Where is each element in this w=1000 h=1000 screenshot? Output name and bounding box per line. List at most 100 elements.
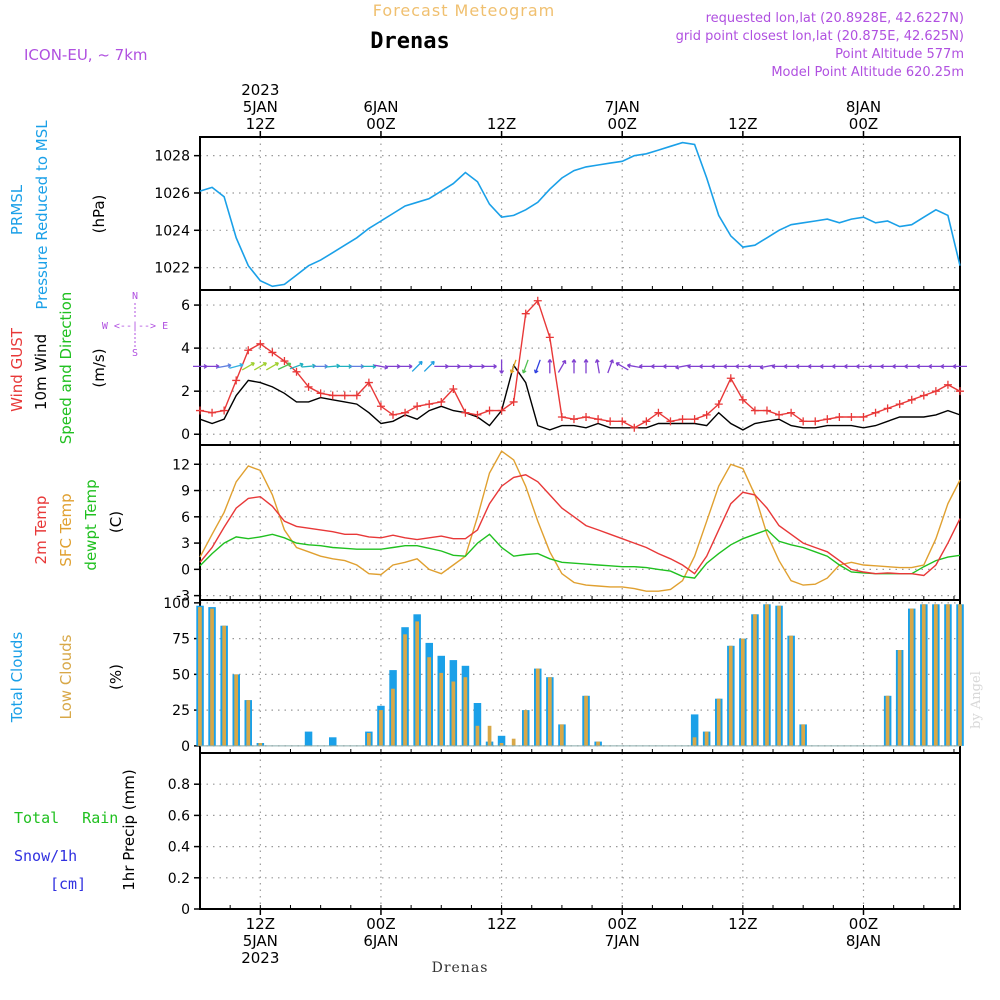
wind-direction-arrow xyxy=(783,363,799,369)
wind-direction-arrow xyxy=(557,359,567,373)
temperature-axis-labels: 2m Temp SFC Temp dewpt Temp (C) xyxy=(32,479,125,570)
pressure-msl-label: Pressure Reduced to MSL xyxy=(33,120,51,310)
top-time-label: 00Z xyxy=(366,115,395,133)
low-cloud-bar xyxy=(475,725,480,746)
wind-speed-line xyxy=(199,363,961,431)
wind-gust-marker xyxy=(328,391,337,400)
wind-gust-marker xyxy=(943,380,952,389)
wind-gust-marker xyxy=(196,406,204,415)
y-tick-label: 12 xyxy=(172,457,190,473)
low-cloud-bar xyxy=(198,607,202,746)
wind-direction-arrow xyxy=(856,363,871,369)
y-tick-label: 0.4 xyxy=(168,840,190,856)
wind-direction-arrow xyxy=(747,363,762,369)
wind-gust-marker xyxy=(919,391,928,400)
low-cloud-bar xyxy=(523,710,528,746)
compass-south: S xyxy=(132,348,138,359)
low-cloud-bar xyxy=(403,634,407,746)
top-time-label: 6JAN xyxy=(363,98,398,116)
clouds-unit: (%) xyxy=(107,664,125,690)
total-cloud-bar xyxy=(329,737,337,746)
panel-pressure: 1022 1024 1026 1028 xyxy=(154,136,961,291)
y-tick-label: 2 xyxy=(181,384,190,400)
low-cloud-bar xyxy=(487,725,492,746)
wind-series xyxy=(193,296,967,432)
low-cloud-bar xyxy=(535,668,540,746)
wind-direction-arrow xyxy=(253,362,267,371)
y-tick-label: 0 xyxy=(181,902,190,918)
y-tick-label: 6 xyxy=(181,298,190,314)
low-cloud-bar xyxy=(210,608,214,746)
bottom-time-label: 2023 xyxy=(241,949,279,967)
wind-gust-marker xyxy=(618,417,627,426)
wind-direction-arrow xyxy=(446,363,461,369)
total-cloud-bar xyxy=(690,714,699,746)
bottom-time-label: 12Z xyxy=(487,915,516,933)
low-cloud-bar xyxy=(777,605,781,746)
bottom-time-label: 12Z xyxy=(728,915,757,933)
low-cloud-bar xyxy=(499,743,504,746)
wind-gust-marker xyxy=(220,406,229,415)
low-cloud-bar xyxy=(439,672,444,746)
y-tick-label: 1022 xyxy=(154,261,190,277)
top-time-label: 5JAN xyxy=(243,98,278,116)
temp-dewpt-line xyxy=(199,529,961,579)
top-time-label: 7JAN xyxy=(605,98,640,116)
low-cloud-bar xyxy=(548,677,552,746)
wind-direction-arrow xyxy=(892,363,907,369)
low-cloud-bar xyxy=(692,737,697,746)
low-cloud-bar xyxy=(415,621,419,746)
panel-frame xyxy=(199,444,961,601)
wind-direction-arrow xyxy=(711,363,726,369)
wind-gust-marker xyxy=(569,415,578,424)
low-cloud-bar xyxy=(379,710,383,746)
precip-axis-labels: Total Rain Snow/1h [cm] 1hr Precip (mm) xyxy=(14,769,138,893)
wind-gust-label: Wind GUST xyxy=(8,327,26,412)
wind-direction-arrow xyxy=(723,363,738,369)
wind-direction-arrow xyxy=(844,363,859,369)
wind-direction-arrow xyxy=(289,362,304,370)
wind-gust-marker xyxy=(449,385,458,394)
wind-gust-marker xyxy=(666,417,675,426)
wind-gust-marker xyxy=(485,406,494,415)
total-cloud-bar xyxy=(497,735,506,746)
low-cloud-bar xyxy=(704,731,709,746)
wind-direction-arrow xyxy=(952,363,967,369)
wind-gust-marker xyxy=(509,397,518,406)
model-altitude: Model Point Altitude 620.25m xyxy=(771,65,964,80)
low-cloud-bar xyxy=(741,638,745,746)
wind-direction-arrow xyxy=(638,363,654,369)
wind-gust-marker xyxy=(895,400,904,409)
wind-direction-arrow xyxy=(940,363,955,369)
prmsl-label: PRMSL xyxy=(8,184,26,235)
y-tick-label: 4 xyxy=(181,341,190,357)
top-time-label: 12Z xyxy=(728,115,757,133)
wind-gust-line xyxy=(199,299,961,429)
bottom-time-label: 5JAN xyxy=(243,932,278,950)
y-tick-label: 1024 xyxy=(154,223,190,239)
wind-gust-marker xyxy=(521,309,530,318)
wind-gust-marker xyxy=(799,417,808,426)
wind-direction-arrow xyxy=(509,359,517,374)
top-time-label: 12Z xyxy=(246,115,275,133)
wind-gust-marker xyxy=(582,413,591,422)
wind-gust-marker xyxy=(364,378,373,387)
top-time-label: 00Z xyxy=(849,115,878,133)
temp-sfc-label: SFC Temp xyxy=(57,493,75,566)
chart-title: Drenas xyxy=(370,29,449,54)
wind-gust-marker xyxy=(413,402,422,411)
low-cloud-bar xyxy=(560,724,564,746)
total-rain-label: Total Rain xyxy=(14,809,118,827)
wind-gust-marker xyxy=(594,415,603,424)
model-label: ICON-EU, ~ 7km xyxy=(24,46,148,64)
wind-gust-marker xyxy=(292,367,301,376)
wind-direction-arrow xyxy=(795,363,811,369)
low-cloud-bar xyxy=(246,700,251,746)
low-cloud-bar xyxy=(728,645,733,746)
wind-gust-marker xyxy=(497,406,506,415)
low-cloud-bar xyxy=(789,635,793,746)
bottom-time-label: 12Z xyxy=(246,915,275,933)
wind-gust-marker xyxy=(654,408,663,417)
